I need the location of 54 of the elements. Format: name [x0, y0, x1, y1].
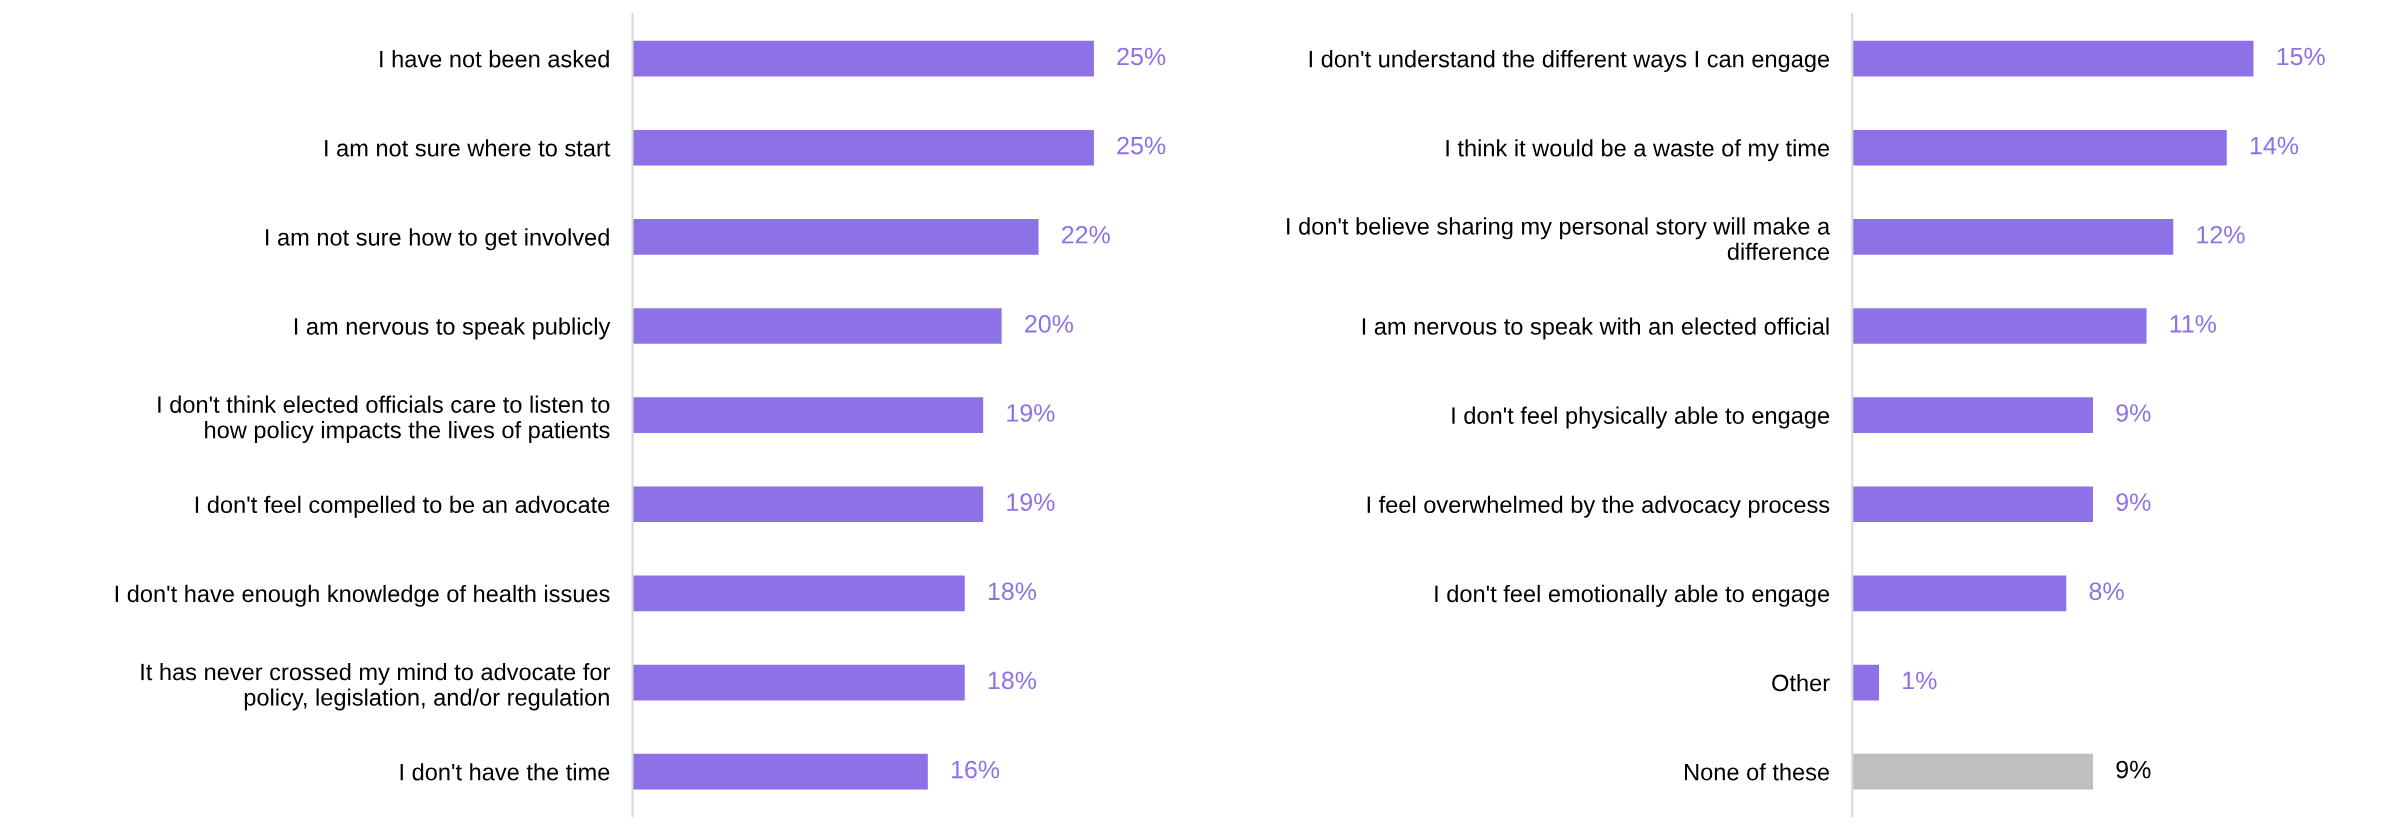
y-tick-label: I don't believe sharing my personal story will make a difference — [1287, 217, 1831, 261]
data-label: 9% — [2116, 760, 2151, 779]
y-tick-label: I feel overwhelmed by the advocacy process — [1367, 495, 1830, 518]
y-tick-label: None of these — [1685, 763, 1830, 781]
y-tick-label: I don't understand the different ways I can engage — [1309, 50, 1830, 73]
data-label: 12% — [2197, 225, 2245, 244]
y-tick-label: I don't have enough knowledge of health issues — [115, 584, 610, 607]
bar — [1852, 40, 2254, 77]
data-label: 14% — [2250, 136, 2299, 155]
data-label: 22% — [1062, 225, 1110, 244]
y-tick-label: I think it would be a waste of my time — [1446, 139, 1830, 162]
bar — [632, 397, 984, 433]
bar — [632, 40, 1094, 77]
y-tick-label: It has never crossed my mind to advocate for policy, legislation, and/or regulation — [141, 662, 610, 711]
bar — [1852, 753, 2094, 790]
data-label: 20% — [1025, 315, 1074, 333]
bar — [632, 753, 928, 790]
data-label: 25% — [1117, 136, 1166, 155]
bar — [1852, 219, 2174, 255]
bar — [1852, 129, 2227, 166]
bar — [1852, 308, 2147, 344]
y-tick-label: I don't feel compelled to be an advocate — [195, 495, 610, 518]
y-tick-label: I don't feel emotionally able to engage — [1435, 584, 1830, 607]
data-label: 25% — [1117, 47, 1166, 66]
y-tick-label: I don't have the time — [400, 763, 610, 781]
bar — [632, 575, 965, 612]
y-tick-label: I am not sure where to start — [325, 139, 611, 157]
y-tick-label: I don't think elected officials care to listen to how policy impacts the lives of patients — [158, 395, 610, 444]
bar — [632, 486, 984, 523]
y-tick-label: I am nervous to speak publicly — [294, 317, 611, 340]
bar — [1852, 664, 1880, 701]
y-tick-label: I am not sure how to get involved — [266, 228, 609, 251]
bar — [632, 308, 1002, 344]
bar — [632, 664, 965, 701]
bar — [1852, 575, 2067, 612]
data-label: 9% — [2116, 493, 2151, 511]
data-label: 19% — [1007, 493, 1055, 511]
data-label: 1% — [1903, 671, 1937, 690]
bar — [632, 219, 1039, 255]
bar — [632, 129, 1094, 166]
y-tick-label: Other — [1772, 674, 1830, 692]
y-tick-label: I don't feel physically able to engage — [1452, 406, 1830, 429]
data-label: 15% — [2277, 47, 2325, 66]
bar — [1852, 397, 2094, 433]
data-label: 8% — [2089, 582, 2124, 601]
data-label: 18% — [988, 582, 1037, 601]
data-label: 9% — [2116, 404, 2151, 422]
y-tick-label: I am nervous to speak with an elected official — [1362, 317, 1829, 340]
data-label: 11% — [2170, 315, 2217, 333]
data-label: 19% — [1007, 404, 1055, 422]
data-label: 18% — [988, 671, 1037, 690]
y-tick-label: I have not been asked — [380, 50, 609, 68]
bar — [1852, 486, 2094, 523]
data-label: 16% — [951, 760, 1000, 779]
